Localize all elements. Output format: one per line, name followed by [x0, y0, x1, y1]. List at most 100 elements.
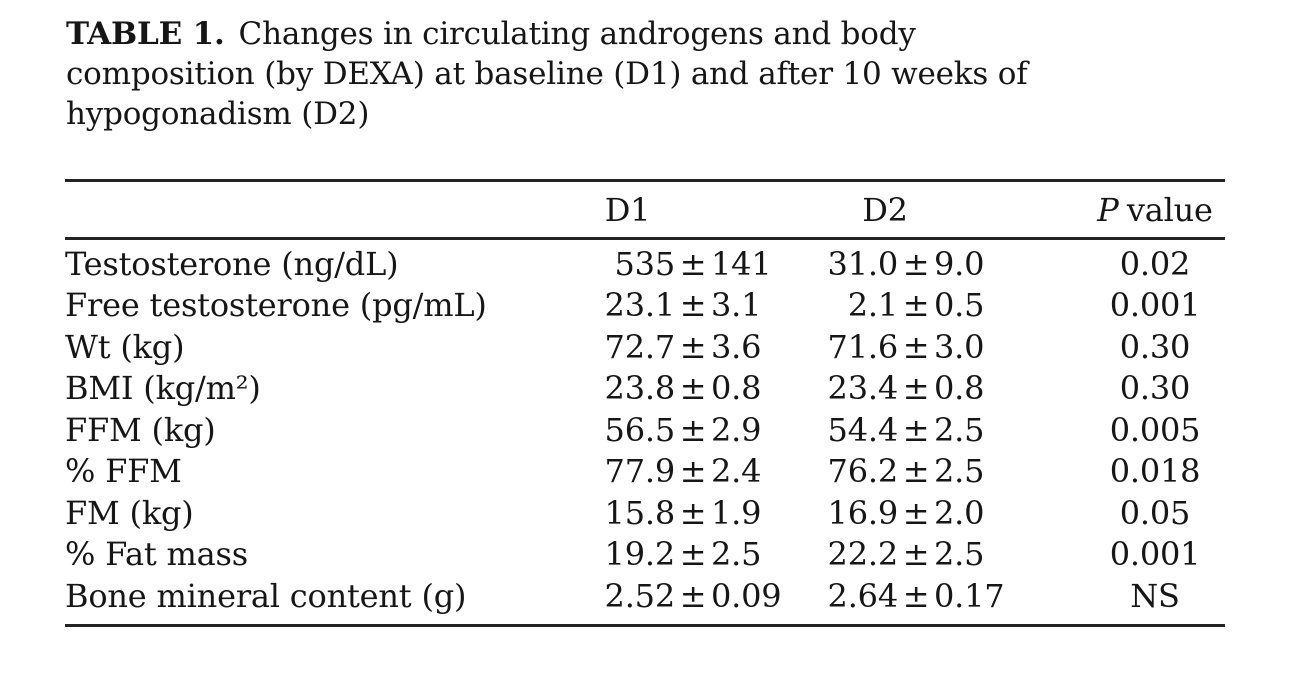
- header-d1: D1: [604, 190, 651, 229]
- d2-value: 2.64 ±0.17: [810, 577, 1014, 615]
- d1-mean: 15.8: [604, 493, 676, 532]
- row-label: BMI (kg/m²): [65, 369, 261, 408]
- d2-mean: 31.0: [827, 244, 899, 283]
- row-label: FM (kg): [65, 493, 194, 532]
- d2-value: 76.2 ±2.5: [810, 452, 1014, 490]
- plus-minus-symbol: ±: [679, 535, 707, 574]
- d1-sd: 3.6: [711, 327, 762, 366]
- d1-sd: 141: [711, 244, 772, 283]
- d2-value: 22.2 ±2.5: [810, 535, 1014, 573]
- d1-value: 19.2 ±2.5: [545, 535, 810, 573]
- d2-mean: 16.9: [827, 493, 899, 532]
- d2-mean: 2.64: [827, 576, 899, 615]
- d1-mean: 72.7: [604, 327, 676, 366]
- d1-value: 56.5 ±2.9: [545, 411, 810, 449]
- d2-mean: 71.6: [827, 327, 899, 366]
- d2-mean: 54.4: [827, 410, 899, 449]
- d2-value: 31.0 ±9.0: [810, 245, 1014, 283]
- p-value: 0.30: [1119, 327, 1191, 366]
- row-label: Bone mineral content (g): [65, 576, 467, 615]
- p-value: 0.30: [1119, 369, 1191, 408]
- caption-table-number: TABLE 1.: [66, 16, 225, 52]
- d2-value: 16.9 ±2.0: [810, 494, 1014, 532]
- d1-mean: 2.52: [604, 576, 676, 615]
- table-row: FM (kg) 15.8 ±1.9 16.9 ±2.0 0.05: [65, 492, 1225, 534]
- p-value: 0.05: [1119, 493, 1191, 532]
- p-value: 0.005: [1109, 410, 1201, 449]
- header-p-symbol: P: [1097, 190, 1119, 229]
- d2-sd: 3.0: [934, 327, 985, 366]
- p-value: 0.001: [1109, 286, 1201, 325]
- table-caption: TABLE 1. Changes in circulating androgens…: [66, 14, 1028, 134]
- d1-sd: 0.8: [711, 369, 762, 408]
- plus-minus-symbol: ±: [679, 410, 707, 449]
- p-value: 0.018: [1109, 452, 1201, 491]
- caption-text: Changes in circulating androgens and bod…: [238, 16, 916, 52]
- d1-value: 535 ±141: [545, 245, 810, 283]
- d1-sd: 2.9: [711, 410, 762, 449]
- table-row: FFM (kg) 56.5 ±2.9 54.4 ±2.5 0.005: [65, 409, 1225, 451]
- caption-line: composition (by DEXA) at baseline (D1) a…: [66, 56, 1028, 92]
- d2-sd: 2.5: [934, 535, 985, 574]
- d1-value: 23.1 ±3.1: [545, 286, 810, 324]
- d2-mean: 76.2: [827, 452, 899, 491]
- d2-sd: 0.8: [934, 369, 985, 408]
- p-value: 0.02: [1119, 244, 1191, 283]
- row-label: Testosterone (ng/dL): [65, 244, 399, 283]
- d1-mean: 23.8: [604, 369, 676, 408]
- d2-sd: 0.5: [934, 286, 985, 325]
- d2-mean: 2.1: [847, 286, 898, 325]
- table-row: Testosterone (ng/dL) 535 ±141 31.0 ±9.0 0.…: [65, 243, 1225, 285]
- d2-sd: 2.5: [934, 410, 985, 449]
- d2-value: 2.1 ±0.5: [810, 286, 1014, 324]
- table-row: Free testosterone (pg/mL) 23.1 ±3.1 2.1 ±0…: [65, 285, 1225, 327]
- d2-mean: 22.2: [827, 535, 899, 574]
- header-p-rest: value: [1126, 190, 1213, 229]
- table-bottom-rule: [65, 623, 1225, 627]
- plus-minus-symbol: ±: [679, 286, 707, 325]
- plus-minus-symbol: ±: [902, 493, 930, 532]
- d1-value: 77.9 ±2.4: [545, 452, 810, 490]
- table-body: Testosterone (ng/dL) 535 ±141 31.0 ±9.0 0.…: [65, 240, 1225, 624]
- table-row: % FFM 77.9 ±2.4 76.2 ±2.5 0.018: [65, 451, 1225, 493]
- caption-line: hypogonadism (D2): [66, 96, 370, 132]
- p-value: 0.001: [1109, 535, 1201, 574]
- d1-sd: 1.9: [711, 493, 762, 532]
- row-label: % Fat mass: [65, 535, 248, 574]
- d2-mean: 23.4: [827, 369, 899, 408]
- d2-sd: 2.0: [934, 493, 985, 532]
- table-header-rule: [65, 237, 1225, 240]
- table-row: Bone mineral content (g) 2.52 ±0.09 2.64 ±…: [65, 575, 1225, 617]
- d1-sd: 3.1: [711, 286, 762, 325]
- plus-minus-symbol: ±: [679, 327, 707, 366]
- caption-line: TABLE 1. Changes in circulating androgens…: [66, 14, 1027, 54]
- d1-mean: 19.2: [604, 535, 676, 574]
- plus-minus-symbol: ±: [679, 452, 707, 491]
- plus-minus-symbol: ±: [902, 576, 930, 615]
- table-top-rule: [65, 179, 1225, 182]
- plus-minus-symbol: ±: [902, 327, 930, 366]
- d1-value: 23.8 ±0.8: [545, 369, 810, 407]
- plus-minus-symbol: ±: [902, 452, 930, 491]
- d1-sd: 2.4: [711, 452, 762, 491]
- plus-minus-symbol: ±: [679, 493, 707, 532]
- table-row: BMI (kg/m²) 23.8 ±0.8 23.4 ±0.8 0.30: [65, 368, 1225, 410]
- d1-value: 15.8 ±1.9: [545, 494, 810, 532]
- plus-minus-symbol: ±: [902, 244, 930, 283]
- d1-mean: 56.5: [604, 410, 676, 449]
- d1-mean: 535: [614, 244, 676, 283]
- table-row: Wt (kg) 72.7 ±3.6 71.6 ±3.0 0.30: [65, 326, 1225, 368]
- row-label: % FFM: [65, 452, 182, 491]
- d2-sd: 9.0: [934, 244, 985, 283]
- d2-value: 54.4 ±2.5: [810, 411, 1014, 449]
- plus-minus-symbol: ±: [902, 535, 930, 574]
- plus-minus-symbol: ±: [679, 244, 707, 283]
- row-label: FFM (kg): [65, 410, 216, 449]
- plus-minus-symbol: ±: [902, 286, 930, 325]
- d1-value: 2.52 ±0.09: [545, 577, 810, 615]
- d2-value: 23.4 ±0.8: [810, 369, 1014, 407]
- d2-sd: 2.5: [934, 452, 985, 491]
